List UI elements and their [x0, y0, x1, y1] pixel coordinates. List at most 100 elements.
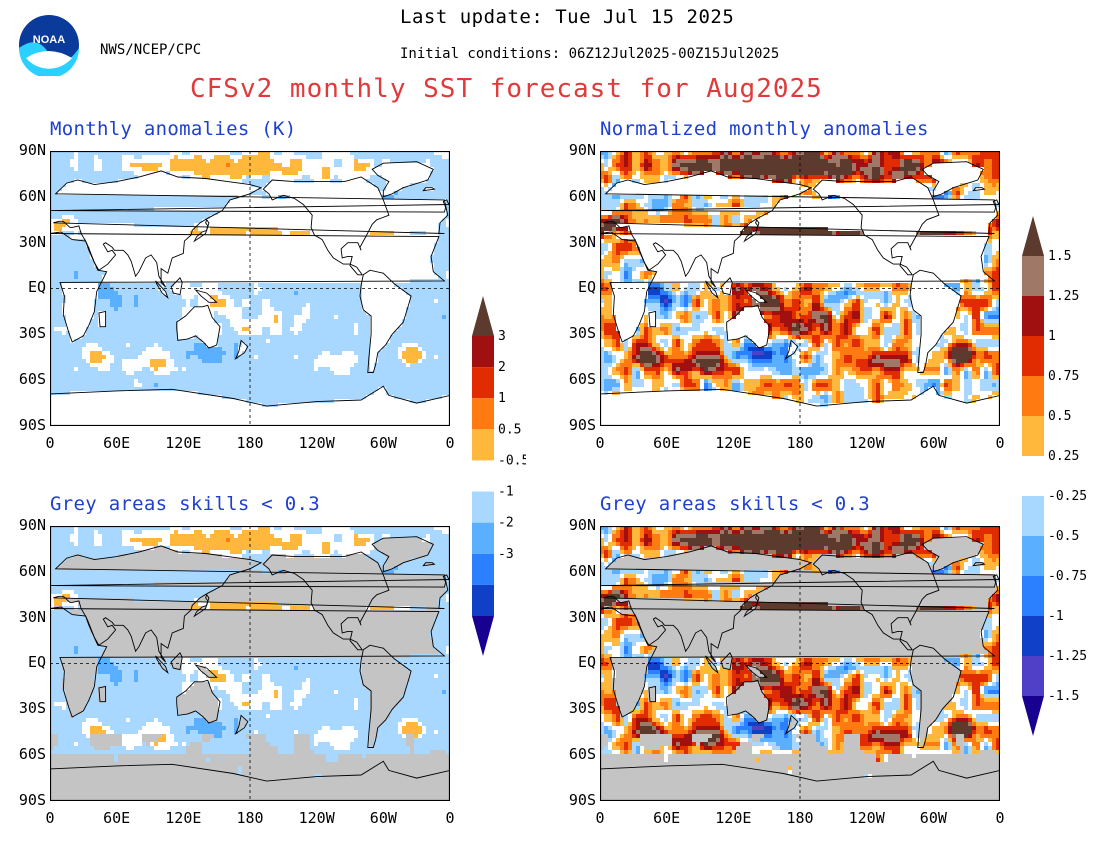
- colorbar-swatch: [1022, 616, 1044, 656]
- lon-label: 0: [45, 434, 55, 452]
- colorbar-swatch: [472, 491, 494, 523]
- lat-label: 30N: [568, 607, 596, 626]
- coastlines: [600, 536, 1000, 801]
- map-panel-tl: [50, 151, 450, 426]
- colorbar-bottom-arrow: [1022, 696, 1044, 736]
- colorbar-swatch: [1022, 336, 1044, 376]
- lat-label: 30N: [18, 607, 46, 626]
- colorbar-swatch: [1022, 296, 1044, 336]
- lon-label: 60W: [919, 809, 947, 827]
- lon-label: 180: [236, 434, 264, 452]
- lat-label: 90N: [568, 141, 596, 159]
- colorbar-label: 1.5: [1048, 249, 1071, 264]
- lat-label: EQ: [577, 278, 596, 297]
- lat-label: 90S: [568, 790, 596, 809]
- colorbar-label: -2: [498, 516, 514, 531]
- sst-anomaly-field: [600, 151, 1000, 407]
- colorbar-swatch: [1022, 456, 1044, 496]
- colorbar-top-arrow: [1022, 216, 1044, 256]
- lon-label: 60W: [369, 809, 397, 827]
- lon-label: 60W: [919, 434, 947, 452]
- lon-label: 0: [445, 809, 455, 827]
- colorbar-label: -1: [1048, 609, 1064, 624]
- lon-label: 180: [786, 809, 814, 827]
- lat-label: 60S: [18, 370, 46, 389]
- lon-label: 60W: [369, 434, 397, 452]
- sst-anomaly-field: [50, 526, 450, 801]
- panel-title-br: Grey areas skills < 0.3: [600, 493, 870, 515]
- colorbar-label: -0.5: [1048, 529, 1079, 544]
- lon-label: 60E: [653, 434, 681, 452]
- lat-label: 90N: [18, 141, 46, 159]
- lat-label: EQ: [577, 653, 596, 672]
- lon-label: 120W: [298, 434, 335, 452]
- lat-label: 60S: [568, 745, 596, 764]
- noaa-logo: NOAA: [18, 14, 80, 78]
- lat-label: 30N: [568, 232, 596, 251]
- lat-label: 90S: [18, 790, 46, 809]
- colorbar-swatch: [1022, 416, 1044, 456]
- map-panel-tr: [600, 151, 1000, 426]
- map-frame: [50, 151, 450, 426]
- lat-label: 30S: [568, 324, 596, 343]
- lon-label: 120W: [848, 434, 885, 452]
- colorbar-swatch: [472, 460, 494, 492]
- lat-label: 30S: [18, 324, 46, 343]
- colorbar-label: -0.5: [498, 453, 526, 468]
- colorbar-bottom-arrow: [472, 616, 494, 656]
- panel-title-bl: Grey areas skills < 0.3: [50, 493, 320, 515]
- colorbar-label: 0.5: [1048, 409, 1071, 424]
- sst-anomaly-field: [600, 526, 1000, 801]
- colorbar-swatch: [472, 336, 494, 368]
- colorbar-swatch: [472, 584, 494, 616]
- colorbar-swatch: [472, 522, 494, 554]
- lat-label: 30S: [568, 699, 596, 718]
- colorbar-swatch: [1022, 256, 1044, 296]
- map-frame: [50, 526, 450, 801]
- lon-label: 120W: [298, 809, 335, 827]
- colorbar-swatch: [1022, 496, 1044, 536]
- colorbar-swatch: [472, 398, 494, 430]
- colorbar-norm: 1.5 1.25 1 0.75 0.5 0.25 -0.25 -0.5 -0.75 -1 -1.25…: [1016, 214, 1096, 738]
- lon-label: 120E: [715, 434, 752, 452]
- lon-label: 60E: [103, 809, 131, 827]
- lon-label: 0: [595, 434, 605, 452]
- lat-label: EQ: [27, 278, 46, 297]
- colorbar-swatch: [472, 429, 494, 461]
- lat-label: EQ: [27, 653, 46, 672]
- lon-label: 0: [445, 434, 455, 452]
- lat-label: 60N: [568, 186, 596, 205]
- panel-title-tl: Monthly anomalies (K): [50, 118, 297, 140]
- lon-label: 120E: [165, 434, 202, 452]
- lon-label: 120W: [848, 809, 885, 827]
- colorbar-label: -1.25: [1048, 649, 1087, 664]
- lat-label: 60N: [18, 186, 46, 205]
- colorbar-label: 0.25: [1048, 449, 1079, 464]
- colorbar-swatch: [1022, 576, 1044, 616]
- agency-label: NWS/NCEP/CPC: [100, 42, 202, 58]
- map-frame: [600, 526, 1000, 801]
- lat-label: 60S: [18, 745, 46, 764]
- lon-label: 0: [995, 809, 1005, 827]
- colorbar-label: -1: [498, 485, 514, 500]
- lat-label: 30S: [18, 699, 46, 718]
- colorbar-swatch: [1022, 376, 1044, 416]
- lon-label: 60E: [653, 809, 681, 827]
- lat-label: 60N: [18, 561, 46, 580]
- colorbar-swatch: [1022, 536, 1044, 576]
- lon-label: 180: [236, 809, 264, 827]
- colorbar-label: 1.25: [1048, 289, 1079, 304]
- lon-label: 0: [45, 809, 55, 827]
- colorbar-label: 0.75: [1048, 369, 1079, 384]
- lat-label: 60N: [568, 561, 596, 580]
- noaa-logo-text: NOAA: [33, 34, 65, 46]
- lat-label: 90N: [568, 516, 596, 534]
- lat-label: 30N: [18, 232, 46, 251]
- colorbar-raw: 3 2 1 0.5 -0.5 -1 -2 -3: [466, 296, 529, 658]
- colorbar-swatch: [1022, 656, 1044, 696]
- lat-label: 90N: [18, 516, 46, 534]
- lat-label: 90S: [568, 415, 596, 434]
- lon-label: 180: [786, 434, 814, 452]
- page-title: CFSv2 monthly SST forecast for Aug2025: [190, 74, 823, 104]
- last-update: Last update: Tue Jul 15 2025: [400, 6, 735, 28]
